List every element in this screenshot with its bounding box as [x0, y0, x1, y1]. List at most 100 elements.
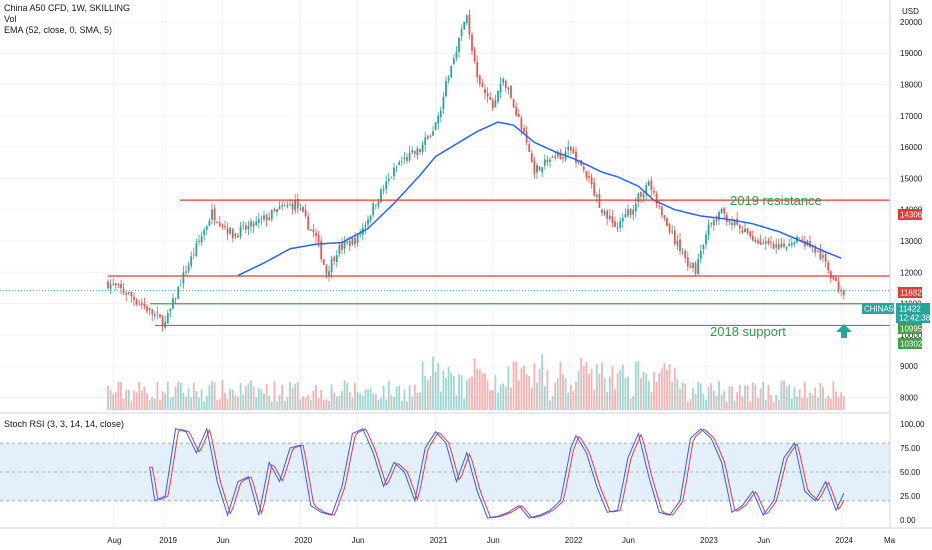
volume-bar	[330, 384, 333, 410]
volume-bar	[806, 397, 809, 410]
volume-bar	[707, 386, 710, 410]
volume-bar	[525, 374, 528, 410]
volume-bar	[679, 388, 681, 410]
price-tag-resistance: 14306	[898, 209, 923, 220]
volume-bar	[307, 394, 310, 410]
volume-bar	[744, 385, 746, 410]
volume-bar	[447, 366, 450, 410]
candle-body	[429, 135, 432, 137]
volume-bar	[559, 361, 562, 410]
candle-body	[697, 258, 700, 274]
volume-bar	[400, 400, 403, 410]
candle-body	[169, 308, 172, 312]
volume-bar	[429, 376, 432, 410]
volume-bar	[278, 394, 281, 410]
volume-bar	[725, 401, 728, 410]
candle-body	[601, 209, 603, 213]
candle-body	[686, 257, 689, 267]
volume-bar	[824, 398, 827, 410]
volume-bar	[382, 385, 385, 410]
candle-body	[832, 276, 835, 280]
volume-bar	[632, 395, 635, 410]
volume-bar	[749, 401, 752, 410]
candle-body	[185, 271, 187, 273]
volume-bar	[434, 371, 437, 410]
volume-bar	[478, 369, 481, 410]
candle-body	[335, 255, 338, 262]
candle-body	[824, 253, 827, 262]
volume-bar	[341, 391, 343, 410]
volume-bar	[650, 392, 653, 410]
volume-bar	[536, 382, 538, 410]
time-tick-label: Jun	[352, 536, 365, 545]
volume-bar	[151, 397, 154, 410]
candle-body	[260, 218, 263, 220]
candle-body	[151, 309, 154, 315]
volume-bar	[445, 377, 447, 410]
candle-body	[751, 235, 754, 241]
candle-body	[718, 211, 720, 220]
volume-bar	[606, 391, 609, 410]
volume-bar	[179, 382, 182, 410]
volume-bar	[390, 395, 393, 410]
price-tag-resistance-text: 14306	[900, 211, 923, 220]
candle-body	[528, 144, 531, 152]
candle-body	[203, 229, 206, 236]
stoch-rsi-panel: 0.00 25.00 50.00 75.00 100.00	[0, 420, 925, 525]
volume-bar	[564, 378, 567, 410]
volume-bar	[117, 381, 120, 410]
resistance-annotation: 2019 resistance	[730, 193, 822, 208]
volume-bar	[798, 389, 801, 410]
candle-body	[341, 243, 343, 250]
time-tick-label: 2024	[835, 536, 853, 545]
volume-bar	[413, 384, 416, 410]
candle-body	[660, 206, 663, 216]
price-tag-support: 10995	[898, 323, 923, 334]
candle-body	[294, 200, 297, 211]
candle-body	[616, 227, 619, 229]
volume-bar	[205, 395, 208, 410]
volume-bar	[562, 374, 564, 410]
stoch-tick-label: 0.00	[900, 516, 916, 525]
volume-bar	[343, 380, 346, 410]
candle-body	[611, 216, 614, 223]
candle-body	[390, 176, 393, 178]
volume-bar	[372, 393, 375, 410]
candle-body	[731, 222, 733, 225]
candle-body	[476, 62, 479, 78]
candle-body	[608, 215, 611, 219]
candle-body	[304, 210, 307, 217]
candle-body	[621, 217, 624, 222]
candle-body	[242, 225, 245, 227]
support-annotation: 2018 support	[710, 324, 786, 339]
volume-bar	[819, 382, 822, 410]
candle-body	[315, 232, 317, 236]
volume-bar	[426, 380, 429, 410]
chart-legend: China A50 CFD, 1W, SKILLING Vol EMA (52,…	[4, 3, 130, 36]
candle-body	[816, 250, 819, 252]
candle-body	[231, 229, 234, 239]
candle-body	[205, 226, 208, 230]
candle-body	[221, 225, 224, 227]
price-tick-label: 15000	[900, 174, 923, 183]
volume-bar	[655, 382, 658, 410]
candle-body	[330, 258, 333, 272]
volume-bar	[304, 397, 307, 410]
countdown-text: 12:42:38	[899, 314, 931, 323]
volume-bar	[634, 361, 637, 410]
volume-bar	[801, 397, 804, 410]
volume-bar	[588, 374, 590, 410]
candle-body	[510, 85, 512, 98]
candle-body	[346, 242, 349, 244]
candle-body	[590, 176, 593, 185]
volume-bar	[356, 391, 359, 410]
volume-bar	[231, 389, 234, 410]
volume-bar	[572, 391, 575, 410]
price-tick-label: 20000	[900, 18, 923, 27]
candle-body	[322, 259, 325, 265]
candle-body	[842, 289, 845, 296]
candle-body	[263, 215, 265, 220]
volume-bar	[127, 389, 130, 410]
candle-body	[369, 215, 372, 221]
